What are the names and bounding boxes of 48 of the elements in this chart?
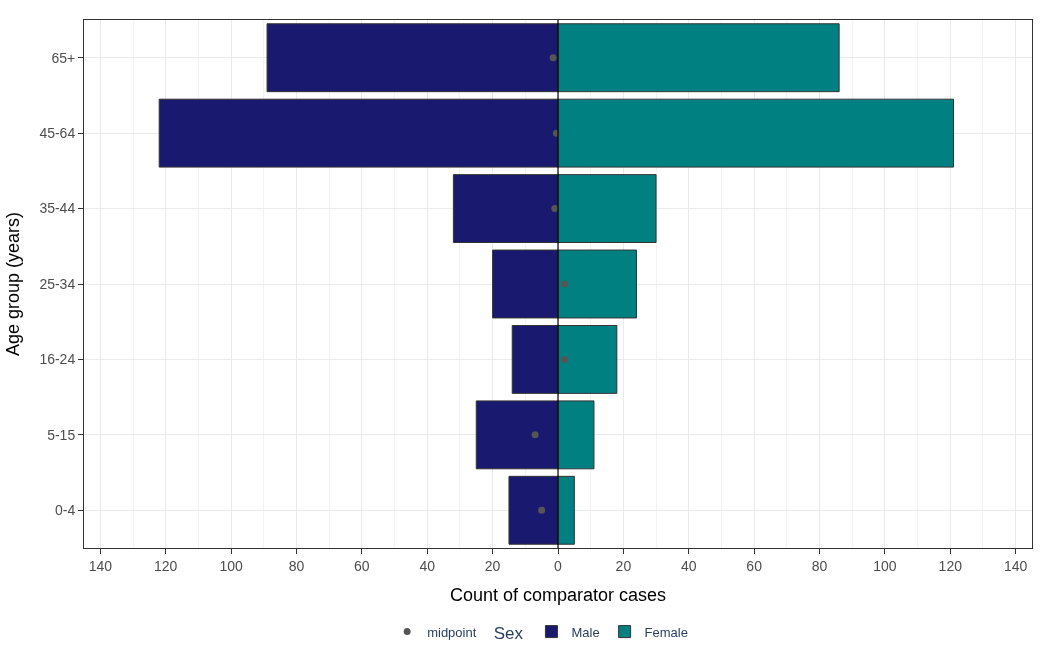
legend-label: midpoint [427,624,477,640]
x-tick-label: 100 [219,557,243,574]
x-tick-label: 140 [1003,557,1028,574]
x-tick-label: 100 [873,557,897,574]
y-tick-label: 16-24 [39,351,76,368]
point [549,54,557,62]
legend-label: Male [571,624,600,640]
x-tick-label: 120 [938,557,963,574]
legend-label: Female [644,624,688,640]
bar [511,324,559,394]
y-tick-label: 5-15 [47,426,76,443]
x-tick-label: 40 [680,557,697,574]
x-tick-label: 80 [288,557,305,574]
x-tick-label: 80 [811,557,828,574]
bar [557,475,575,545]
x-tick-label: 20 [484,557,501,574]
y-tick-label: 25-34 [39,275,76,292]
bar [266,23,559,93]
bar [158,98,559,168]
bar [557,23,840,93]
x-tick-label: 60 [354,557,370,574]
legend-title: Sex [493,623,524,643]
y-tick-label: 35-44 [39,200,76,217]
point [561,355,569,363]
y-axis-title: Age group (years) [2,211,23,357]
point [551,205,559,213]
bar [508,475,559,545]
bar [557,98,955,168]
point [531,431,539,439]
point [561,280,569,288]
bar [557,249,637,319]
bar [475,400,559,470]
y-tick-label: 45-64 [39,125,76,142]
x-tick-label: 20 [615,557,632,574]
bar [452,174,559,244]
y-tick-label: 0-4 [54,502,76,519]
y-tick-label: 65+ [51,49,76,66]
x-tick-label: 60 [746,557,763,574]
x-tick-label: 140 [88,557,113,574]
x-tick-label: 0 [554,557,563,574]
bar [557,324,618,394]
x-tick-label: 40 [419,557,436,574]
bar [557,174,657,244]
bar [492,249,559,319]
x-axis-title: Count of comparator cases [449,584,667,605]
bar [557,400,595,470]
x-tick-label: 120 [154,557,178,574]
point [538,506,546,514]
